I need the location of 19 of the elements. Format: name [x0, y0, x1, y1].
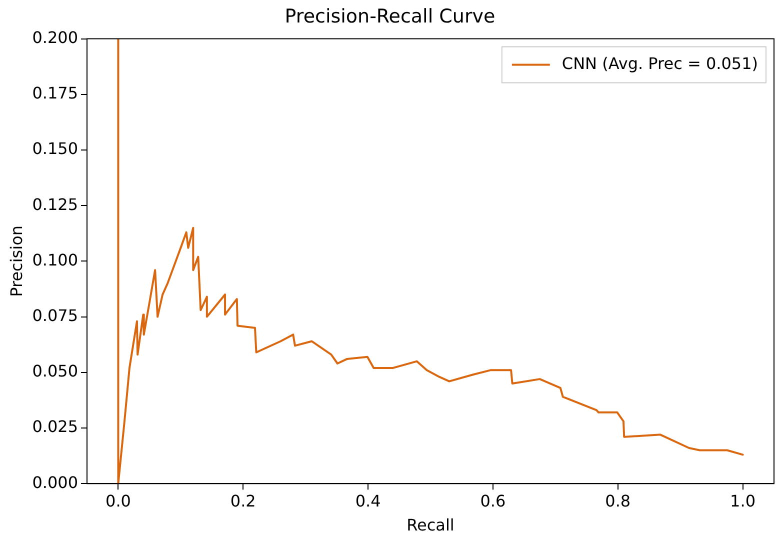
- legend-label: CNN (Avg. Prec = 0.051): [562, 54, 758, 73]
- x-tick-label: 0.2: [230, 491, 256, 510]
- y-tick-label: 0.175: [32, 84, 78, 103]
- y-tick-label: 0.125: [32, 194, 78, 214]
- y-tick-label: 0.025: [32, 417, 78, 436]
- y-tick-label: 0.050: [32, 362, 78, 381]
- y-tick-label: 0.150: [32, 139, 78, 158]
- y-tick-label: 0.200: [32, 28, 78, 47]
- x-tick-label: 0.0: [106, 491, 131, 510]
- y-axis-title: Precision: [6, 226, 26, 297]
- x-tick-label: 1.0: [730, 491, 756, 510]
- x-tick-label: 0.6: [480, 491, 506, 510]
- x-tick-label: 0.8: [605, 491, 631, 510]
- y-tick-label: 0.100: [32, 250, 78, 270]
- y-tick-label: 0.075: [32, 306, 78, 325]
- chart-title: Precision-Recall Curve: [284, 5, 496, 28]
- x-axis-title: Recall: [406, 516, 454, 535]
- y-tick-label: 0.000: [32, 472, 78, 492]
- x-tick-label: 0.4: [355, 491, 381, 510]
